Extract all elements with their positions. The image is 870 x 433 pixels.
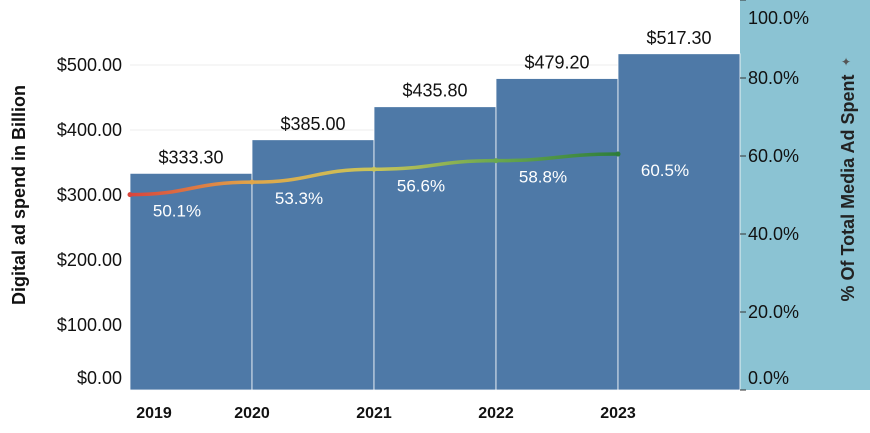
pin-icon[interactable]: ✦: [841, 55, 851, 69]
y2-tick-label: 0.0%: [748, 368, 789, 388]
y-tick-label: $300.00: [57, 185, 122, 205]
bar-value-label: $479.20: [524, 53, 589, 73]
y2-tick-label: 80.0%: [748, 68, 799, 88]
percent-point[interactable]: [371, 166, 377, 172]
percent-point[interactable]: [493, 158, 499, 164]
y-axis-title: Digital ad spend in Billion: [9, 85, 29, 305]
left-axis-ticks: $0.00 $100.00 $200.00 $300.00 $400.00 $500.00: [57, 55, 122, 388]
y2-axis-title: % Of Total Media Ad Spent: [838, 74, 858, 301]
bar-value-label: $333.30: [158, 147, 223, 167]
right-axis-panel: [740, 0, 870, 390]
x-tick-label: 2023: [600, 405, 636, 422]
x-tick-label: 2021: [356, 405, 392, 422]
bar-value-label: $435.80: [402, 81, 467, 101]
bars: [129, 53, 741, 391]
percent-point[interactable]: [615, 151, 621, 157]
percent-label: 60.5%: [641, 161, 689, 180]
y-tick-label: $100.00: [57, 315, 122, 335]
bar-2023[interactable]: [617, 53, 741, 391]
x-tick-label: 2022: [478, 405, 514, 422]
bar-value-labels: $333.30 $385.00 $435.80 $479.20 $517.30: [158, 28, 711, 168]
y-tick-label: $400.00: [57, 120, 122, 140]
bar-value-label: $517.30: [646, 28, 711, 48]
bar-2022[interactable]: [495, 78, 619, 391]
percent-point[interactable]: [127, 192, 133, 198]
right-axis-ticks: 0.0% 20.0% 40.0% 60.0% 80.0% 100.0%: [740, 0, 809, 391]
percent-point[interactable]: [249, 179, 255, 185]
x-tick-label: 2019: [136, 405, 172, 422]
y-tick-label: $500.00: [57, 55, 122, 75]
y2-tick-label: 60.0%: [748, 146, 799, 166]
bar-value-label: $385.00: [280, 114, 345, 134]
percent-label: 58.8%: [519, 168, 567, 187]
y-tick-label: $200.00: [57, 250, 122, 270]
y-tick-label: $0.00: [77, 368, 122, 388]
percent-label: 53.3%: [275, 189, 323, 208]
percent-line: [127, 151, 621, 198]
x-tick-label: 2020: [234, 405, 270, 422]
percent-label: 56.6%: [397, 176, 445, 195]
y2-tick-label: 100.0%: [748, 8, 809, 28]
percent-label: 50.1%: [153, 202, 201, 221]
y2-tick-label: 20.0%: [748, 302, 799, 322]
y2-tick-label: 40.0%: [748, 224, 799, 244]
x-axis-ticks: 2019 2020 2021 2022 2023: [136, 405, 636, 422]
bar-2021[interactable]: [373, 106, 497, 391]
percent-labels: 50.1% 53.3% 56.6% 58.8% 60.5%: [153, 161, 689, 221]
